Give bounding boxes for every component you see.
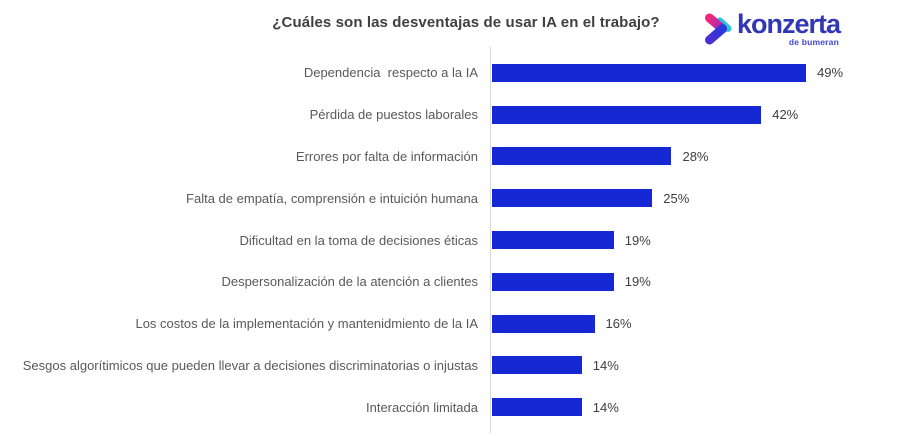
konzerta-logo: konzerta de bumeran <box>703 9 841 48</box>
value-label: 14% <box>592 399 619 415</box>
value-label: 16% <box>605 316 632 332</box>
logo-brand-text: konzerta <box>736 9 841 39</box>
value-label: 28% <box>682 148 709 164</box>
logo-subbrand-text: de bumeran <box>788 37 839 47</box>
value-label: 25% <box>663 190 690 206</box>
bar-row: Sesgos algorítimicos que pueden llevar a… <box>0 345 906 387</box>
bar-row: Errores por falta de información 28% <box>0 136 906 178</box>
value-label: 14% <box>592 357 619 373</box>
category-label: Interacción limitada <box>366 399 478 415</box>
category-label: Despersonalización de la atención a clie… <box>221 274 478 290</box>
logo-text-block: konzerta de bumeran <box>736 9 841 48</box>
category-label: Pérdida de puestos laborales <box>309 107 478 123</box>
bar-row: Despersonalización de la atención a clie… <box>0 261 906 303</box>
boomerang-chevron-icon <box>704 13 732 45</box>
bar-row: Falta de empatía, comprensión e intuició… <box>0 177 906 219</box>
value-label: 42% <box>772 107 799 123</box>
chart-title: ¿Cuáles son las desventajas de usar IA e… <box>272 14 660 31</box>
bar-row: Pérdida de puestos laborales 42% <box>0 94 906 136</box>
bar <box>492 398 582 417</box>
category-axis-line <box>490 47 491 433</box>
category-label: Dependencia respecto a la IA <box>303 65 478 81</box>
bar <box>492 231 614 250</box>
category-label: Dificultad en la toma de decisiones étic… <box>239 232 478 248</box>
bar <box>492 356 582 375</box>
bar-row: Dificultad en la toma de decisiones étic… <box>0 219 906 261</box>
bar <box>492 63 807 82</box>
bar-row: Los costos de la implementación y manten… <box>0 303 906 345</box>
value-label: 49% <box>817 65 844 81</box>
value-label: 19% <box>624 232 651 248</box>
category-label: Falta de empatía, comprensión e intuició… <box>186 190 478 206</box>
category-label: Los costos de la implementación y manten… <box>135 316 478 332</box>
value-label: 19% <box>624 274 651 290</box>
bar <box>492 105 762 124</box>
category-label: Errores por falta de información <box>295 148 478 164</box>
bar <box>492 147 672 166</box>
category-label: Sesgos algorítimicos que pueden llevar a… <box>22 357 478 373</box>
bar <box>492 189 653 208</box>
bar <box>492 314 595 333</box>
bar-row: Dependencia respecto a la IA 49% <box>0 52 906 94</box>
bar-row: Interacción limitada 14% <box>0 386 906 428</box>
bar <box>492 272 614 291</box>
bar-rows-container: Dependencia respecto a la IA 49% Pérdida d… <box>0 52 906 428</box>
